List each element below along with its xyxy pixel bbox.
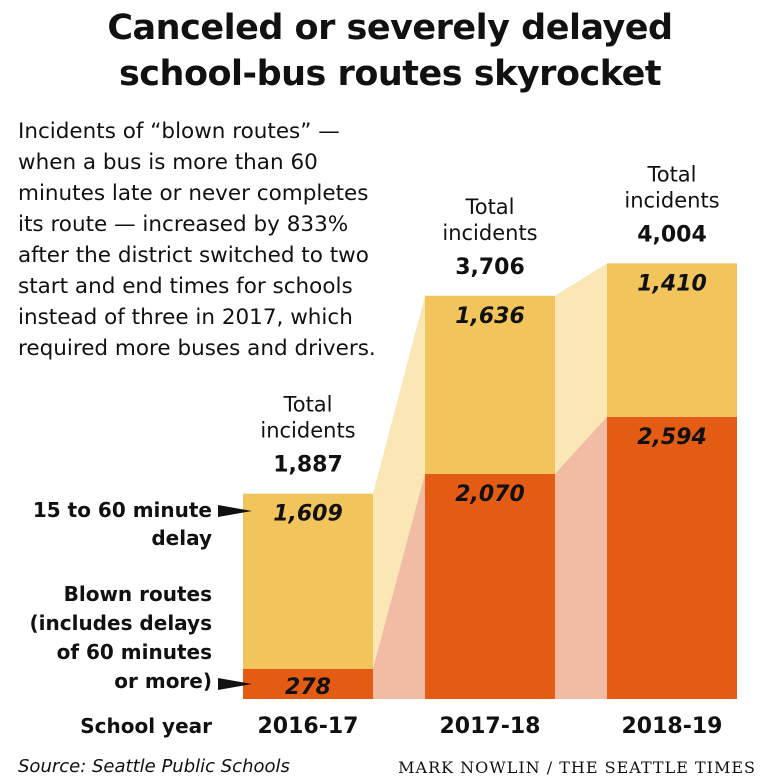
subtitle-line: start and end times for schools (18, 274, 353, 299)
bar-blown-routes (607, 416, 737, 699)
value-label-delay: 1,410 (637, 271, 707, 296)
legend-label-blown: or more) (114, 669, 212, 693)
subtitle-line: when a bus is more than 60 (18, 150, 318, 175)
value-label-blown: 2,070 (455, 482, 525, 507)
value-label-blown: 278 (285, 675, 331, 700)
subtitle-line: its route — increased by 833% (18, 212, 349, 237)
legend-arrow-blown (218, 678, 252, 690)
value-label-delay: 1,609 (273, 502, 343, 527)
value-label-delay: 1,636 (455, 304, 525, 329)
chart-title-line1: Canceled or severely delayed (107, 8, 673, 48)
total-heading-line: Total (282, 393, 332, 417)
bar-blown-routes (425, 473, 555, 699)
delay-connector-band (555, 263, 607, 474)
subtitle-line: instead of three in 2017, which (18, 305, 353, 330)
x-tick-label: 2017-18 (440, 714, 541, 739)
legend-arrow-delay (218, 505, 252, 517)
bar-delay (425, 295, 555, 474)
subtitle-line: minutes late or never completes (18, 181, 369, 206)
bar-blown-routes (243, 668, 373, 699)
legend-label-delay: 15 to 60 minute (33, 498, 212, 522)
x-tick-label: 2018-19 (622, 714, 723, 739)
total-value-label: 3,706 (455, 255, 525, 280)
legend-label-blown: of 60 minutes (57, 640, 212, 664)
blown-connector-band (555, 416, 607, 699)
total-value-label: 1,887 (273, 453, 343, 478)
total-heading-line: Total (646, 162, 696, 186)
subtitle-line: after the district switched to two (18, 243, 369, 268)
delay-connector-band (373, 295, 425, 669)
source-note: Source: Seattle Public Schools (18, 756, 290, 777)
value-label-blown: 2,594 (637, 425, 707, 450)
total-heading-line: Total (464, 195, 514, 219)
credit-line: MARK NOWLIN / THE SEATTLE TIMES (398, 758, 756, 777)
bar-delay (607, 263, 737, 417)
subtitle-line: required more buses and drivers. (18, 336, 376, 361)
x-axis-label: School year (80, 714, 212, 738)
total-heading-line: incidents (260, 419, 355, 443)
total-heading-line: incidents (624, 188, 719, 212)
chart-title-line2: school-bus routes skyrocket (118, 54, 662, 94)
total-heading-line: incidents (442, 221, 537, 245)
legend-label-blown: Blown routes (64, 582, 212, 606)
legend-label-blown: (includes delays (30, 611, 213, 635)
subtitle-line: Incidents of “blown routes” — (18, 119, 340, 144)
blown-connector-band (373, 473, 425, 699)
x-tick-label: 2016-17 (258, 714, 359, 739)
chart-subtitle: Incidents of “blown routes” — when a bus… (18, 116, 418, 364)
legend-label-delay: delay (151, 526, 212, 550)
total-value-label: 4,004 (637, 222, 707, 247)
bar-delay (243, 493, 373, 669)
